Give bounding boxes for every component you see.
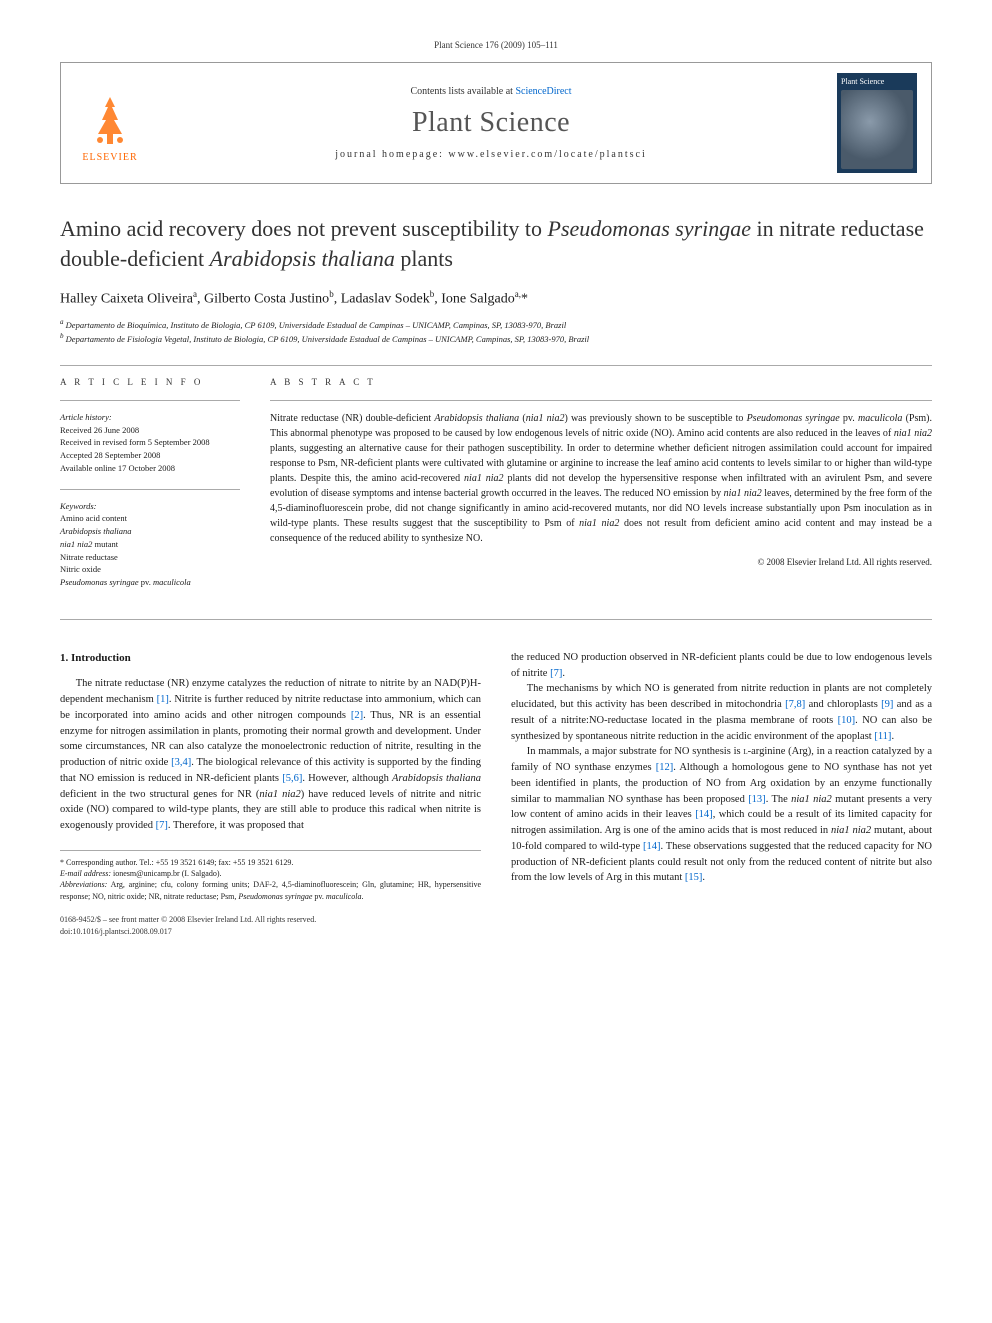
corresponding-author: * Corresponding author. Tel.: +55 19 352… xyxy=(60,857,481,868)
article-info-heading: A R T I C L E I N F O xyxy=(60,376,240,390)
abstract-heading: A B S T R A C T xyxy=(270,376,932,390)
affiliations: a Departamento de Bioquímica, Instituto … xyxy=(60,318,932,345)
article-title: Amino acid recovery does not prevent sus… xyxy=(60,214,932,273)
history-revised: Received in revised form 5 September 200… xyxy=(60,436,240,449)
cover-title: Plant Science xyxy=(841,77,913,86)
body-column-left: 1. Introduction The nitrate reductase (N… xyxy=(60,650,481,938)
doi-line: doi:10.1016/j.plantsci.2008.09.017 xyxy=(60,926,481,938)
keyword: Arabidopsis thaliana xyxy=(60,525,240,538)
body-paragraph: The nitrate reductase (NR) enzyme cataly… xyxy=(60,676,481,834)
introduction-heading: 1. Introduction xyxy=(60,650,481,667)
info-abstract-row: A R T I C L E I N F O Article history: R… xyxy=(60,376,932,589)
abbreviations: Abbreviations: Arg, arginine; cfu, colon… xyxy=(60,879,481,901)
affiliation-b: b Departamento de Fisiologia Vegetal, In… xyxy=(60,332,932,346)
elsevier-tree-icon xyxy=(80,92,140,152)
divider xyxy=(60,400,240,401)
divider xyxy=(60,489,240,490)
body-columns: 1. Introduction The nitrate reductase (N… xyxy=(60,650,932,938)
journal-cover-thumbnail: Plant Science xyxy=(837,73,917,173)
issn-line: 0168-9452/$ – see front matter © 2008 El… xyxy=(60,914,481,926)
article-info-column: A R T I C L E I N F O Article history: R… xyxy=(60,376,240,589)
history-received: Received 26 June 2008 xyxy=(60,424,240,437)
divider xyxy=(270,400,932,401)
keyword: nia1 nia2 mutant xyxy=(60,538,240,551)
cover-image xyxy=(841,90,913,169)
elsevier-label: ELSEVIER xyxy=(82,152,137,163)
body-paragraph: The mechanisms by which NO is generated … xyxy=(511,681,932,744)
keywords-heading: Keywords: xyxy=(60,500,240,513)
email-line: E-mail address: ionesm@unicamp.br (I. Sa… xyxy=(60,868,481,879)
authors-line: Halley Caixeta Oliveiraa, Gilberto Costa… xyxy=(60,289,932,308)
abstract-text: Nitrate reductase (NR) double-deficient … xyxy=(270,411,932,546)
journal-name: Plant Science xyxy=(157,107,825,139)
contents-prefix: Contents lists available at xyxy=(410,86,515,97)
divider xyxy=(60,619,932,620)
affiliation-a: a Departamento de Bioquímica, Instituto … xyxy=(60,318,932,332)
header-center: Contents lists available at ScienceDirec… xyxy=(157,86,825,160)
journal-reference: Plant Science 176 (2009) 105–111 xyxy=(60,40,932,50)
journal-homepage: journal homepage: www.elsevier.com/locat… xyxy=(157,149,825,160)
elsevier-logo: ELSEVIER xyxy=(75,83,145,163)
keyword: Pseudomonas syringae pv. maculicola xyxy=(60,576,240,589)
divider xyxy=(60,365,932,366)
keyword: Nitric oxide xyxy=(60,563,240,576)
footnotes: * Corresponding author. Tel.: +55 19 352… xyxy=(60,850,481,902)
body-paragraph: In mammals, a major substrate for NO syn… xyxy=(511,744,932,886)
keyword: Nitrate reductase xyxy=(60,551,240,564)
history-heading: Article history: xyxy=(60,411,240,424)
history-online: Available online 17 October 2008 xyxy=(60,462,240,475)
body-column-right: the reduced NO production observed in NR… xyxy=(511,650,932,938)
abstract-column: A B S T R A C T Nitrate reductase (NR) d… xyxy=(270,376,932,589)
sciencedirect-link[interactable]: ScienceDirect xyxy=(515,86,571,97)
abstract-copyright: © 2008 Elsevier Ireland Ltd. All rights … xyxy=(270,556,932,570)
journal-header: ELSEVIER Contents lists available at Sci… xyxy=(60,62,932,184)
body-paragraph: the reduced NO production observed in NR… xyxy=(511,650,932,682)
contents-available-line: Contents lists available at ScienceDirec… xyxy=(157,86,825,97)
keyword: Amino acid content xyxy=(60,512,240,525)
history-accepted: Accepted 28 September 2008 xyxy=(60,449,240,462)
